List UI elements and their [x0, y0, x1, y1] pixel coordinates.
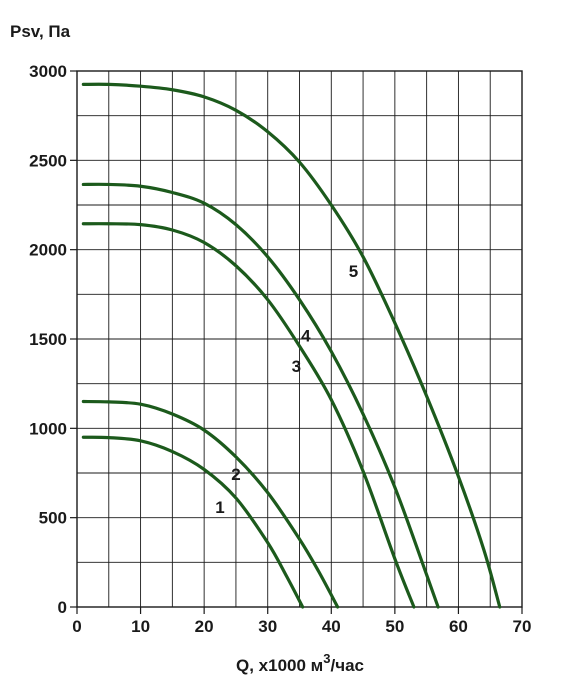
x-tick-label: 50 — [385, 617, 404, 636]
y-tick-label: 500 — [39, 509, 67, 528]
x-tick-label: 60 — [449, 617, 468, 636]
grid — [77, 71, 522, 607]
curve-label-4: 4 — [301, 326, 311, 345]
y-tick-label: 2500 — [29, 151, 67, 170]
y-axis-title: Psv, Па — [10, 22, 71, 41]
y-tick-label: 2000 — [29, 241, 67, 260]
curve-2 — [81, 399, 340, 609]
x-axis-ticks: 0 10 20 30 40 50 60 70 — [72, 607, 531, 636]
curve-label-2: 2 — [231, 465, 240, 484]
x-tick-label: 70 — [513, 617, 532, 636]
curves — [81, 82, 502, 609]
x-tick-label: 20 — [195, 617, 214, 636]
curve-4 — [81, 182, 440, 609]
curve-label-5: 5 — [349, 262, 358, 281]
y-tick-label: 1000 — [29, 419, 67, 438]
x-axis-title: Q, x1000 м3/час — [236, 651, 364, 675]
curve-1 — [81, 435, 305, 609]
curve-3 — [81, 222, 416, 609]
y-tick-label: 1500 — [29, 330, 67, 349]
x-tick-label: 0 — [72, 617, 81, 636]
curve-label-1: 1 — [215, 498, 224, 517]
x-axis-title-superscript: 3 — [323, 651, 330, 666]
curve-5 — [81, 82, 502, 609]
x-axis-title-main: Q, x1000 м — [236, 656, 323, 675]
y-tick-label: 0 — [58, 598, 67, 617]
x-axis-title-tail: /час — [330, 656, 364, 675]
x-tick-label: 30 — [258, 617, 277, 636]
curve-labels: 12 34 5 — [215, 262, 358, 517]
x-tick-label: 40 — [322, 617, 341, 636]
y-tick-label: 3000 — [29, 62, 67, 81]
curve-label-3: 3 — [292, 357, 301, 376]
x-tick-label: 10 — [131, 617, 150, 636]
y-axis-ticks: 0 500 1000 1500 2000 2500 3000 — [29, 62, 77, 617]
